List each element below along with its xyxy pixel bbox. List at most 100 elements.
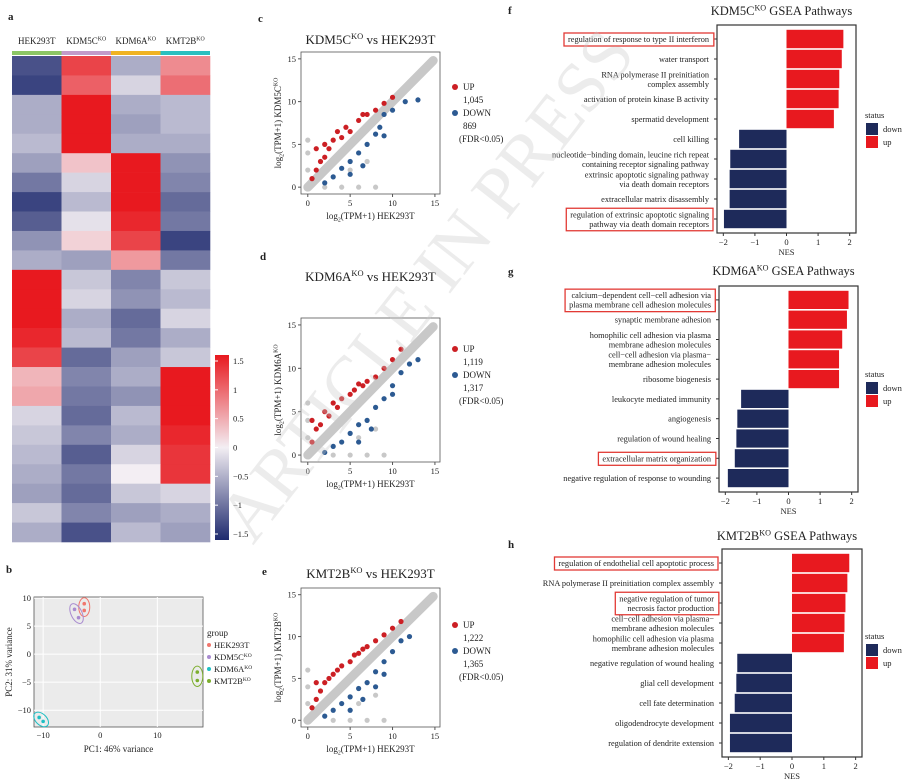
nes-bar [729,713,792,733]
heatmap-cell [61,211,112,232]
heatmap-cell [111,483,161,504]
x-tick-label: 10 [388,731,397,741]
heatmap-cell [111,211,161,232]
heatmap-cell [111,386,161,407]
heatmap-cell [12,56,62,76]
nes-bar [739,129,787,149]
up-point [330,137,336,143]
pca-point [195,670,200,674]
nes-bar [727,469,789,488]
heatmap-cell [12,444,62,465]
legend-up-label: up [883,137,892,147]
ns-point [415,608,421,615]
pathway-label: cell−cell adhesion via plasma− membrane a… [608,351,711,370]
pathway-label-line: RNA polymerase II preinitiation [601,70,709,79]
up-point [322,680,328,686]
up-point [330,671,336,677]
legend-item: KDM6AKO [214,664,252,674]
x-tick-label: 0 [786,496,790,506]
up-point [356,650,362,656]
up-point [356,117,362,124]
scatter-plot-c: KDM5CKO vs HEK293T005510101515log2(TPM+1… [273,31,503,223]
pathway-label-line: glial cell development [640,679,714,688]
pathway-label: ribosome biogenesis [643,375,711,384]
x-tick-label: −2 [719,237,728,247]
ns-point [305,700,311,707]
ns-point [364,659,370,665]
ns-point [430,593,436,599]
nes-bar [737,653,792,673]
heatmap-cell [61,347,112,368]
pathway-label: RNA polymerase II preinitiation complex … [543,579,715,588]
text-part: KO [757,263,769,272]
heatmap-cell [12,405,62,426]
heatmap-cell [61,153,112,173]
ns-point [423,331,430,337]
heatmap-cell [61,250,112,271]
y-tick-label: 5 [292,673,296,683]
panel-letter-f: f [508,5,512,17]
ns-point [322,184,328,190]
heatmap-cell [111,405,161,426]
pathway-label-line: cell−cell adhesion via plasma− [611,614,714,623]
pathway-label-line: regulation of wound healing [617,435,711,444]
ns-point [423,64,430,70]
text-part: KO [754,3,766,12]
highlight-box [553,556,719,571]
pathway-label-line: negative regulation of tumor [619,594,714,603]
pathway-label-line: regulation of response to type II interf… [568,35,710,44]
pathway-label-line: ribosome biogenesis [643,375,711,384]
nes-bar [786,29,844,49]
text-part: GSEA Pathways [769,264,855,278]
y-axis-label: log2(TPM+1) KMT2BKO [273,613,285,703]
ns-point [330,692,336,698]
legend-item: HEK293T [214,640,250,650]
pca-point [72,607,77,612]
x-tick-label: 5 [348,731,352,741]
heatmap-cell [160,308,211,329]
down-point [330,707,336,713]
up-point [360,646,366,652]
heatmap-cell [160,367,211,387]
ns-point [398,90,404,96]
non-significant-band [303,56,438,192]
heatmap-cell [111,269,161,290]
colorbar-tick-label: 1 [233,385,237,395]
ns-point [364,452,370,458]
heatmap-cell [61,503,112,523]
up-point [339,396,345,402]
gsea-title: KDM6AKO GSEA Pathways [712,263,854,278]
y-tick-label: 15 [288,54,297,64]
pathway-label-line: cell−cell adhesion via plasma− [608,351,711,360]
text-part: KDM5C [306,32,352,47]
text-part: KO [98,37,106,43]
text-part: KDM5C [66,36,98,46]
pathway-label: regulation of response to type II interf… [568,35,710,44]
legend-item: KMT2BKO [214,676,251,686]
panel-letter-d: d [260,251,266,263]
y-tick-label: 10 [23,593,32,603]
x-tick-label: 15 [431,731,440,741]
nes-bar [729,189,787,209]
non-significant-band [303,591,438,725]
gsea-title: KDM5CKO GSEA Pathways [711,3,853,18]
pathway-label-line: regulation of extrinsic apoptotic signal… [570,210,709,219]
text-part: 2 [279,154,285,157]
ns-point [372,426,379,432]
up-point [309,705,315,711]
heatmap-cell [61,444,112,465]
nes-bar [792,553,850,573]
scatter-plot-d: KDM6AKO vs HEK293T005510101515log2(TPM+1… [273,268,503,491]
nes-bar [737,409,789,428]
heatmap-cell [61,75,112,96]
pathway-label: cell killing [673,135,709,144]
x-tick-label: 5 [348,198,352,208]
group-ellipse [191,665,204,687]
text-part: KO [244,653,252,659]
down-point [398,370,404,376]
scatter-title: KDM6AKO vs HEK293T [305,268,436,284]
heatmap-cell [160,94,211,115]
pathway-label: angiogenesis [668,415,711,424]
y-axis-label: log2(TPM+1) KDM5CKO [273,78,285,169]
